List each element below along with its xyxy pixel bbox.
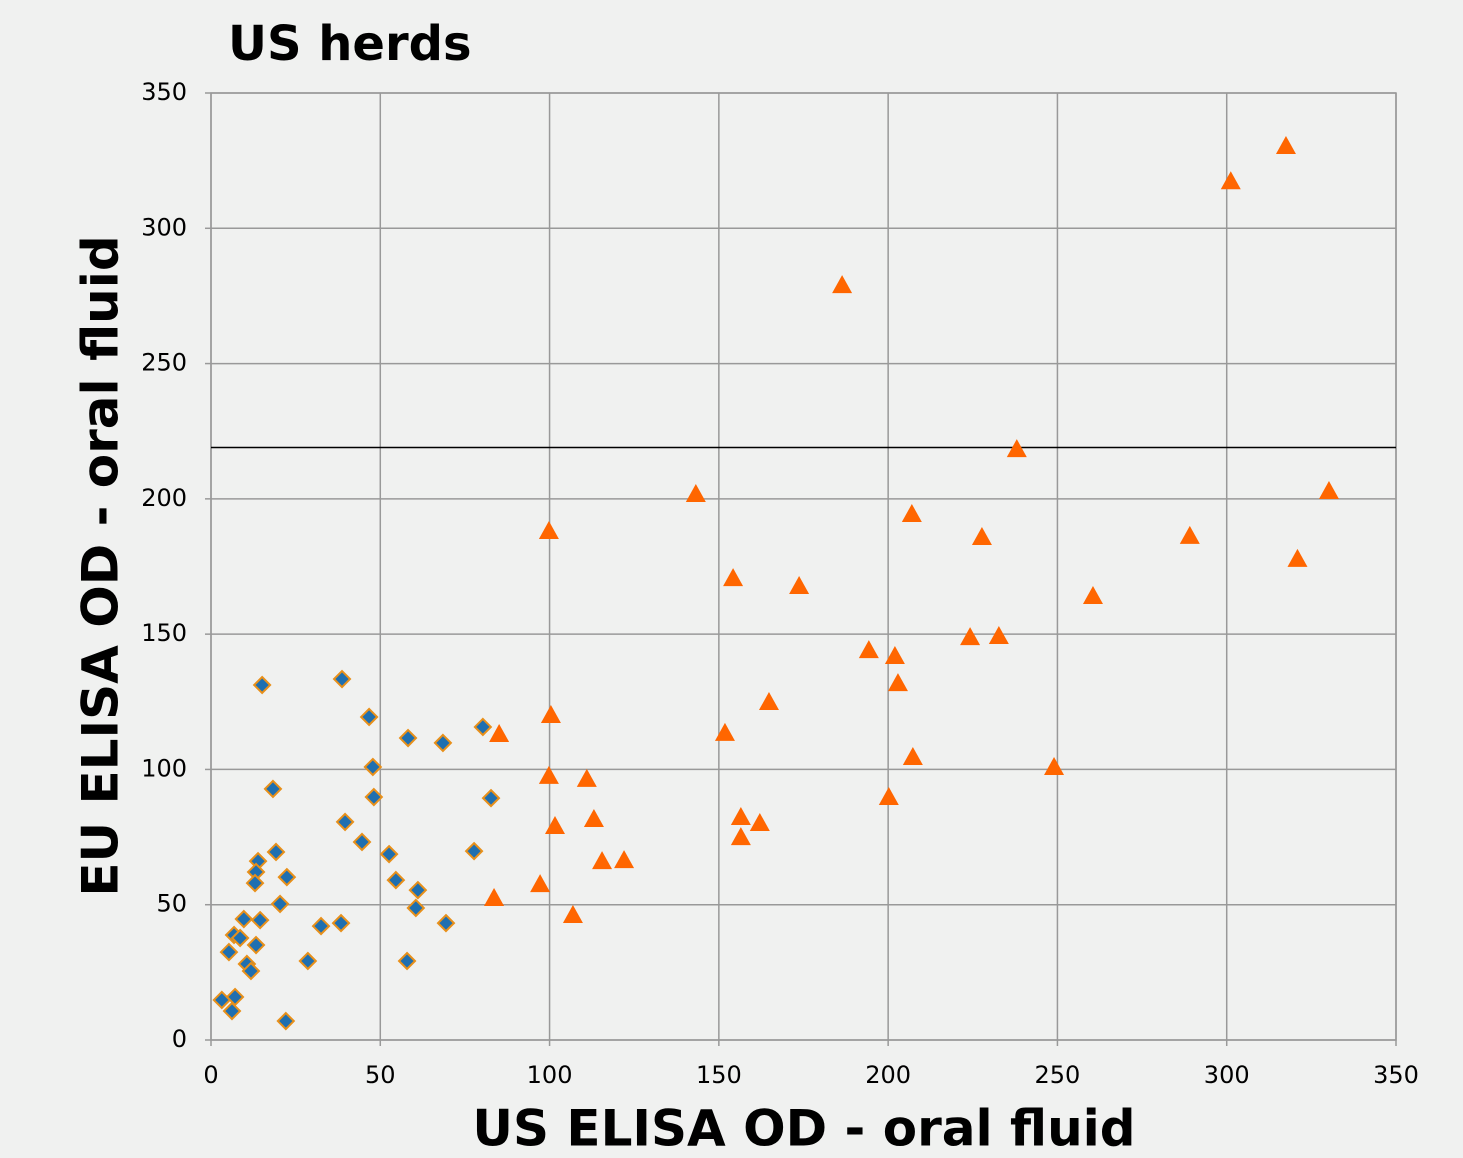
point bbox=[408, 880, 428, 900]
point bbox=[379, 844, 399, 864]
point bbox=[219, 942, 239, 962]
point bbox=[225, 987, 245, 1007]
point bbox=[464, 841, 484, 861]
point bbox=[544, 815, 565, 834]
point bbox=[758, 692, 779, 711]
point bbox=[538, 521, 559, 540]
point bbox=[1287, 548, 1308, 567]
y-tick-label: 300 bbox=[141, 213, 187, 241]
point bbox=[902, 746, 923, 765]
y-tick-label: 0 bbox=[172, 1025, 187, 1053]
point bbox=[538, 765, 559, 784]
point bbox=[245, 873, 265, 893]
point bbox=[277, 867, 297, 887]
point bbox=[530, 874, 551, 893]
x-tick-label: 0 bbox=[203, 1061, 218, 1089]
point bbox=[276, 1011, 296, 1031]
point bbox=[789, 575, 810, 594]
point bbox=[749, 813, 770, 832]
point bbox=[723, 568, 744, 587]
point bbox=[1082, 585, 1103, 604]
point bbox=[473, 717, 493, 737]
point bbox=[1318, 481, 1339, 500]
point bbox=[1275, 136, 1296, 155]
point bbox=[331, 913, 351, 933]
point bbox=[266, 842, 286, 862]
point bbox=[364, 787, 384, 807]
point bbox=[246, 935, 266, 955]
y-axis-label: EU ELISA OD - oral fluid bbox=[72, 235, 130, 896]
point bbox=[730, 827, 751, 846]
point bbox=[1179, 525, 1200, 544]
point bbox=[614, 850, 635, 869]
point bbox=[562, 904, 583, 923]
x-tick-label: 50 bbox=[365, 1061, 396, 1089]
point bbox=[971, 527, 992, 546]
point bbox=[352, 832, 372, 852]
point bbox=[1220, 171, 1241, 190]
point bbox=[230, 928, 250, 948]
y-tick-label: 150 bbox=[141, 619, 187, 647]
chart-title: US herds bbox=[228, 16, 472, 72]
point bbox=[714, 722, 735, 741]
x-tick-label: 200 bbox=[865, 1061, 911, 1089]
point bbox=[397, 951, 417, 971]
point bbox=[901, 504, 922, 523]
point bbox=[489, 723, 510, 742]
point bbox=[406, 898, 426, 918]
point bbox=[335, 812, 355, 832]
point bbox=[222, 1001, 242, 1021]
point bbox=[878, 787, 899, 806]
y-tick-label: 250 bbox=[141, 349, 187, 377]
point bbox=[988, 626, 1009, 645]
point bbox=[592, 851, 613, 870]
point bbox=[311, 916, 331, 936]
point bbox=[887, 673, 908, 692]
point bbox=[540, 705, 561, 724]
point bbox=[433, 733, 453, 753]
point bbox=[250, 910, 270, 930]
point bbox=[685, 483, 706, 502]
point bbox=[960, 627, 981, 646]
y-tick-label: 100 bbox=[141, 754, 187, 782]
point bbox=[270, 894, 290, 914]
point bbox=[884, 646, 905, 665]
point bbox=[484, 887, 505, 906]
point bbox=[332, 669, 352, 689]
point bbox=[241, 961, 261, 981]
point bbox=[730, 807, 751, 826]
x-tick-label: 100 bbox=[527, 1061, 573, 1089]
point bbox=[263, 779, 283, 799]
point bbox=[298, 951, 318, 971]
point bbox=[832, 275, 853, 294]
point bbox=[252, 675, 272, 695]
x-axis-label: US ELISA OD - oral fluid bbox=[472, 1100, 1135, 1158]
x-tick-label: 150 bbox=[696, 1061, 742, 1089]
y-tick-label: 50 bbox=[156, 890, 187, 918]
point bbox=[576, 768, 597, 787]
point bbox=[234, 909, 254, 929]
point bbox=[858, 640, 879, 659]
y-tick-label: 200 bbox=[141, 484, 187, 512]
plot-frame bbox=[210, 92, 1397, 1041]
point bbox=[583, 808, 604, 827]
y-tick-label: 350 bbox=[141, 78, 187, 106]
x-tick-label: 350 bbox=[1373, 1061, 1419, 1089]
point bbox=[359, 707, 379, 727]
point bbox=[212, 990, 232, 1010]
point bbox=[386, 870, 406, 890]
x-tick-label: 300 bbox=[1204, 1061, 1250, 1089]
point bbox=[1006, 439, 1027, 458]
point bbox=[398, 728, 418, 748]
x-tick-label: 250 bbox=[1035, 1061, 1081, 1089]
point bbox=[363, 757, 383, 777]
point bbox=[1044, 756, 1065, 775]
point bbox=[436, 913, 456, 933]
point bbox=[481, 788, 501, 808]
